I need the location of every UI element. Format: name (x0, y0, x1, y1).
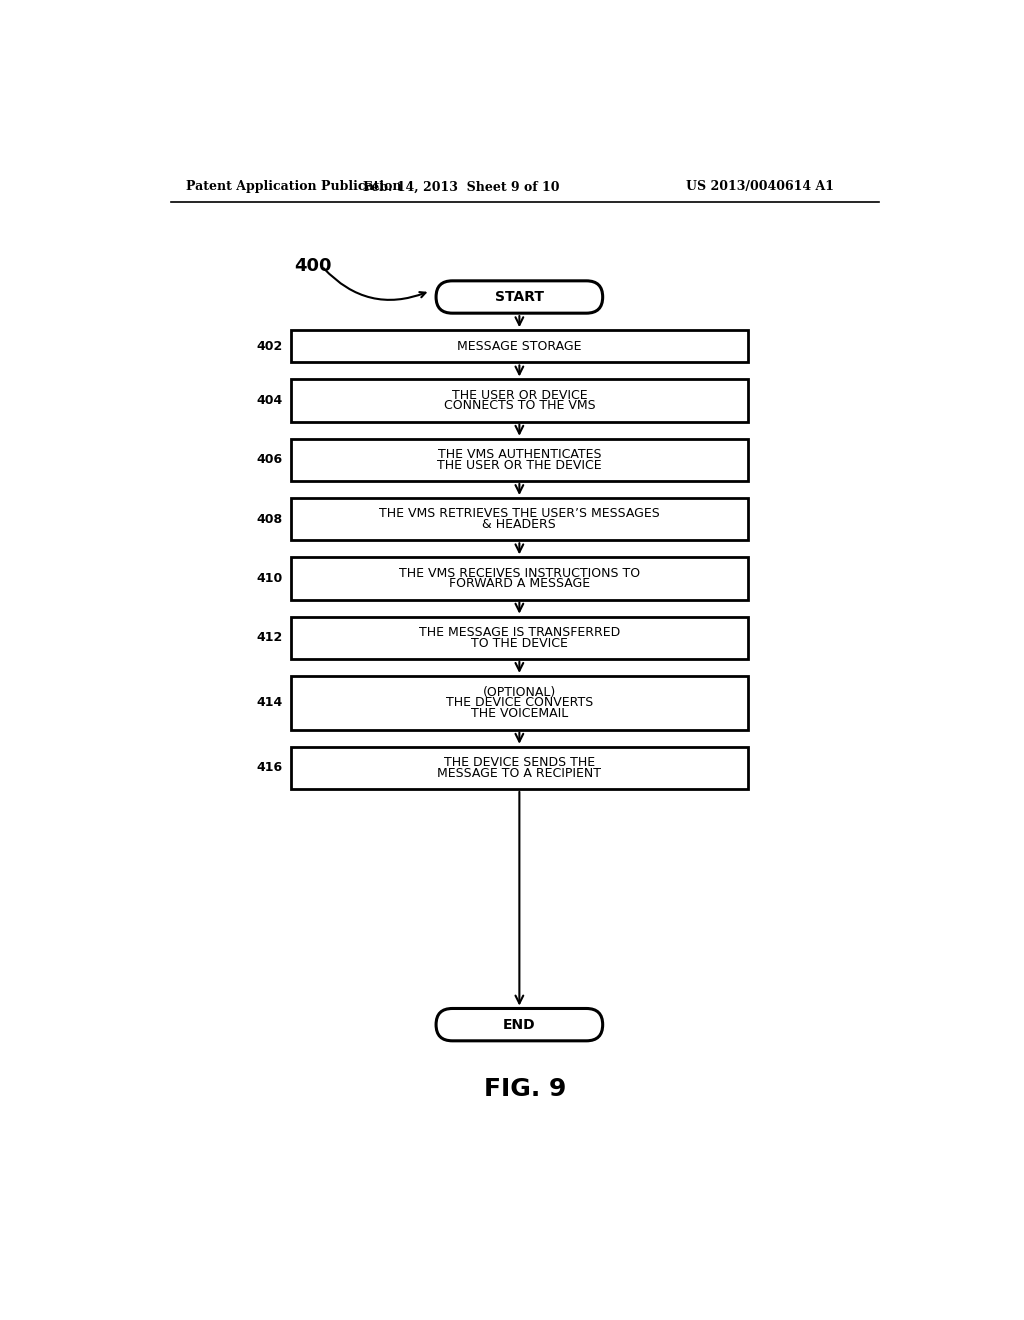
Text: START: START (495, 290, 544, 304)
Text: 400: 400 (295, 257, 332, 275)
Bar (291, 498, 748, 540)
Text: FORWARD A MESSAGE: FORWARD A MESSAGE (449, 577, 590, 590)
Text: US 2013/0040614 A1: US 2013/0040614 A1 (686, 181, 834, 194)
Text: THE USER OR THE DEVICE: THE USER OR THE DEVICE (437, 459, 602, 471)
Text: 414: 414 (257, 696, 283, 709)
Bar (291, 330, 748, 363)
Bar (291, 747, 748, 789)
Text: THE DEVICE SENDS THE: THE DEVICE SENDS THE (443, 756, 595, 770)
Bar (291, 616, 748, 659)
Text: & HEADERS: & HEADERS (482, 517, 556, 531)
Text: 408: 408 (257, 512, 283, 525)
Bar (291, 557, 748, 599)
Text: THE VOICEMAIL: THE VOICEMAIL (471, 708, 568, 721)
Text: THE MESSAGE IS TRANSFERRED: THE MESSAGE IS TRANSFERRED (419, 626, 620, 639)
Text: THE USER OR DEVICE: THE USER OR DEVICE (452, 388, 587, 401)
Text: 406: 406 (257, 453, 283, 466)
Text: 416: 416 (257, 762, 283, 775)
Text: THE VMS AUTHENTICATES: THE VMS AUTHENTICATES (437, 447, 601, 461)
FancyBboxPatch shape (436, 1008, 603, 1040)
FancyBboxPatch shape (436, 281, 603, 313)
Text: Feb. 14, 2013  Sheet 9 of 10: Feb. 14, 2013 Sheet 9 of 10 (362, 181, 559, 194)
Text: 404: 404 (257, 395, 283, 407)
Text: FIG. 9: FIG. 9 (483, 1077, 566, 1101)
Text: THE DEVICE CONVERTS: THE DEVICE CONVERTS (445, 696, 593, 709)
Text: 412: 412 (257, 631, 283, 644)
Text: (OPTIONAL): (OPTIONAL) (482, 685, 556, 698)
Text: MESSAGE TO A RECIPIENT: MESSAGE TO A RECIPIENT (437, 767, 601, 780)
Text: MESSAGE STORAGE: MESSAGE STORAGE (457, 339, 582, 352)
Text: 402: 402 (257, 339, 283, 352)
Text: 410: 410 (257, 572, 283, 585)
Bar (291, 676, 748, 730)
Text: CONNECTS TO THE VMS: CONNECTS TO THE VMS (443, 400, 595, 412)
Text: THE VMS RECEIVES INSTRUCTIONS TO: THE VMS RECEIVES INSTRUCTIONS TO (398, 566, 640, 579)
Text: THE VMS RETRIEVES THE USER’S MESSAGES: THE VMS RETRIEVES THE USER’S MESSAGES (379, 507, 659, 520)
Bar (291, 438, 748, 480)
Bar (291, 379, 748, 422)
Text: END: END (503, 1018, 536, 1032)
Text: Patent Application Publication: Patent Application Publication (186, 181, 401, 194)
Text: TO THE DEVICE: TO THE DEVICE (471, 636, 568, 649)
